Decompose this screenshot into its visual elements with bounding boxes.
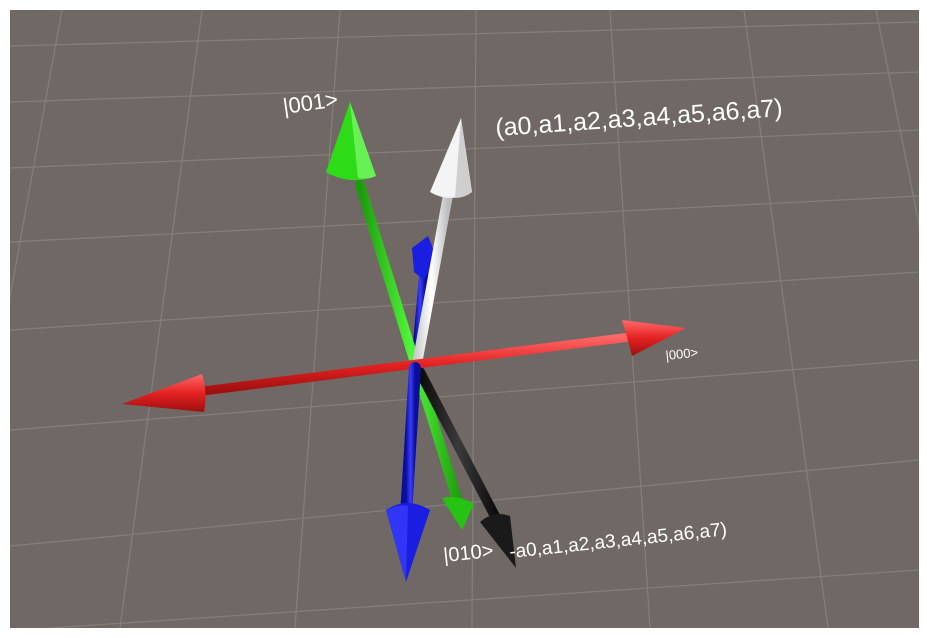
blue-vector-bottom — [386, 362, 430, 582]
label-basis-000: |000> — [665, 345, 699, 363]
scene-viewport[interactable]: |001> (a0,a1,a2,a3,a4,a5,a6,a7) |000> |0… — [10, 10, 919, 628]
green-vector-001 — [326, 102, 474, 530]
black-vector-neg-state — [415, 367, 516, 568]
label-basis-010: |010> — [442, 540, 494, 567]
scene-canvas[interactable]: |001> (a0,a1,a2,a3,a4,a5,a6,a7) |000> |0… — [10, 10, 919, 628]
floor-grid — [10, 10, 919, 628]
scene-background — [10, 10, 919, 628]
white-vector-state — [410, 118, 472, 380]
